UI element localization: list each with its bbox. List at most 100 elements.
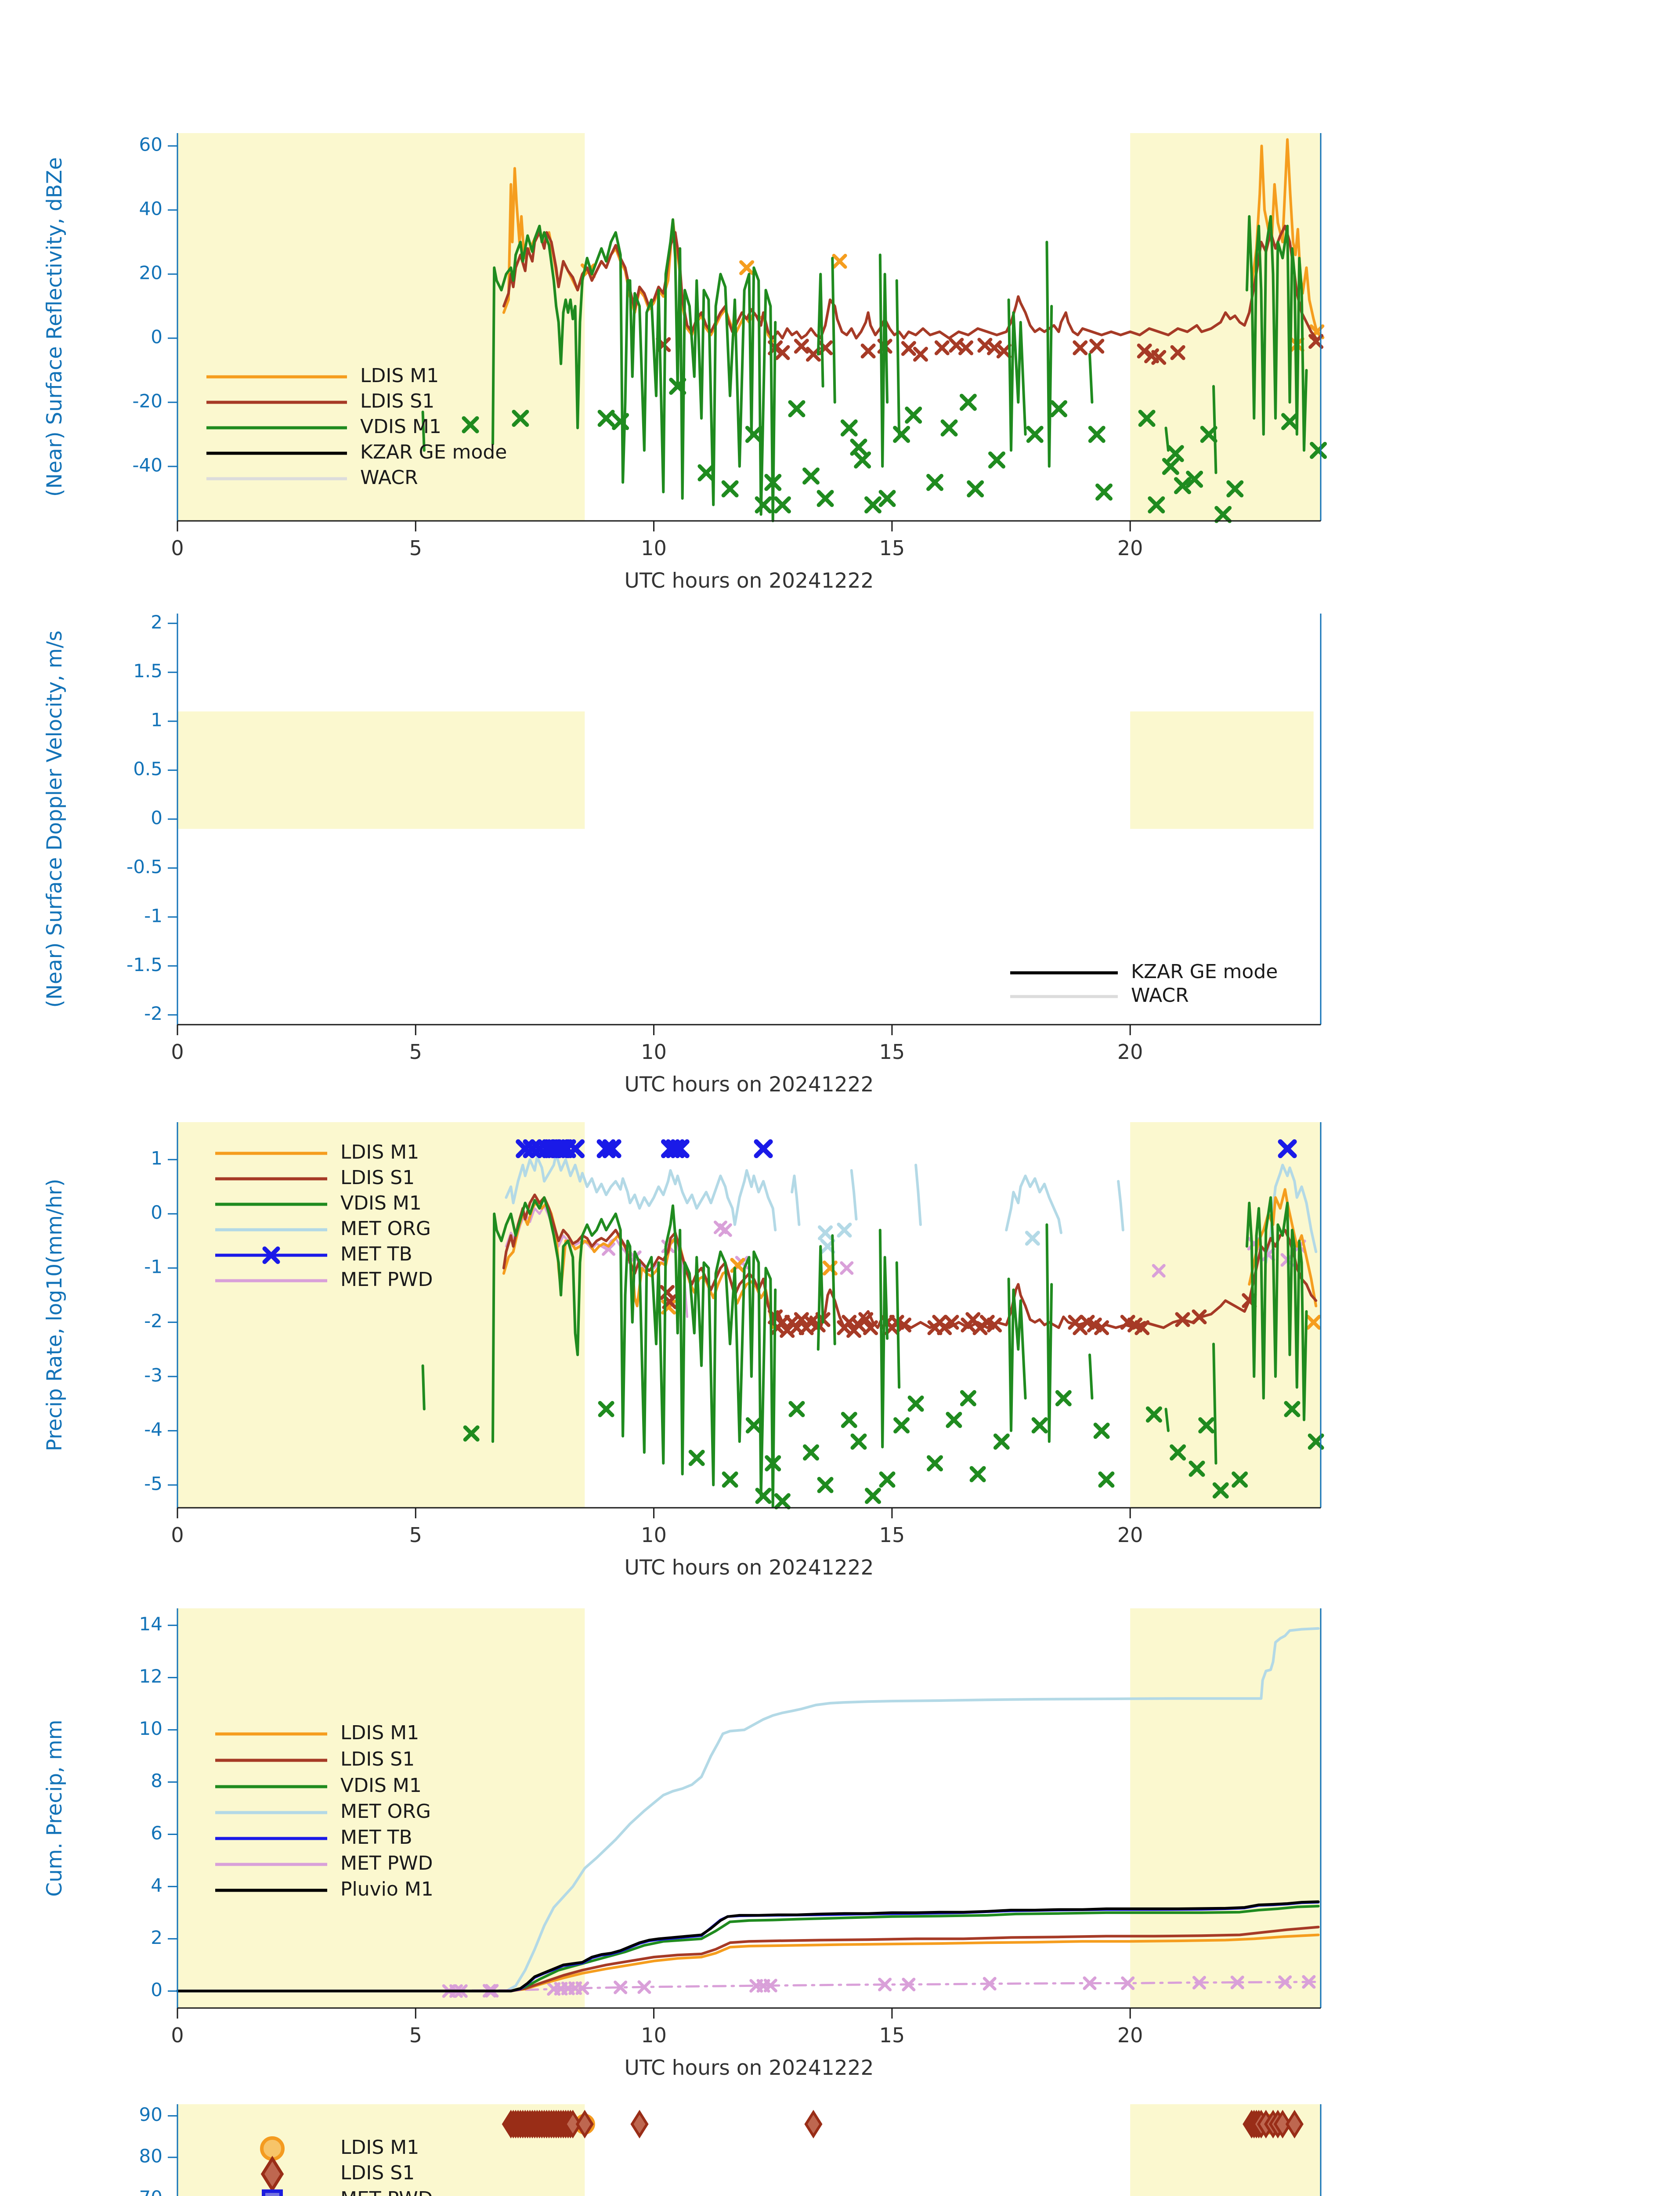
- y-tick-label: 12: [139, 1665, 163, 1687]
- y-tick-label: 0: [151, 1202, 163, 1223]
- x-marker: [940, 419, 958, 437]
- x-marker: [597, 409, 615, 427]
- x-marker: [1073, 340, 1088, 355]
- diamond-marker: [575, 2109, 594, 2139]
- x-marker: [1306, 1315, 1321, 1330]
- x-marker: [901, 341, 916, 356]
- y-tick-label: -20: [132, 390, 163, 412]
- x-marker: [854, 451, 871, 469]
- x-tick-label: 15: [879, 536, 905, 560]
- y-tick-label: -4: [144, 1419, 163, 1440]
- x-tick-label: 5: [409, 1040, 422, 1064]
- x-marker: [1094, 1320, 1109, 1336]
- x-marker: [1278, 1975, 1292, 1989]
- legend-label: Pluvio M1: [340, 1878, 434, 1900]
- diamond-marker: [1285, 2109, 1304, 2139]
- x-marker: [860, 343, 876, 359]
- x-marker: [802, 467, 820, 485]
- y-tick-label: 4: [151, 1875, 163, 1896]
- y-tick-label: 0.5: [133, 758, 163, 780]
- x-marker: [1055, 1390, 1072, 1407]
- y-tick-label: 8: [151, 1770, 163, 1791]
- y-tick-label: -0.5: [126, 856, 163, 878]
- x-marker: [1098, 1471, 1115, 1488]
- legend-label: MET PWD: [340, 1268, 433, 1291]
- x-marker: [817, 490, 834, 507]
- legend-label: VDIS M1: [360, 415, 441, 438]
- x-marker: [837, 1222, 852, 1238]
- x-marker: [996, 343, 1012, 359]
- y-tick-label: 20: [139, 262, 163, 284]
- x-tick-label: 0: [171, 2023, 184, 2047]
- x-marker: [913, 347, 928, 362]
- x-tick-label: 5: [409, 536, 422, 560]
- x-marker: [1232, 1471, 1248, 1488]
- x-tick-label: 10: [641, 1523, 667, 1547]
- x-tick-label: 15: [879, 1523, 905, 1547]
- legend-label: WACR: [1131, 984, 1189, 1007]
- highlight-band: [1130, 711, 1314, 829]
- x-tick-label: 15: [879, 1040, 905, 1064]
- diamond-marker: [804, 2109, 823, 2139]
- highlight-band: [177, 711, 585, 829]
- y-axis-label: Precip Rate, log10(mm/hr): [43, 1179, 67, 1452]
- x-marker: [993, 1433, 1010, 1450]
- x-marker: [788, 400, 806, 418]
- x-marker: [988, 451, 1005, 469]
- x-tick-label: 10: [641, 2023, 667, 2047]
- legend-label: MET ORG: [340, 1800, 431, 1823]
- x-marker: [775, 345, 790, 360]
- x-marker: [1310, 441, 1327, 459]
- x-marker: [764, 473, 782, 491]
- y-tick-label: 10: [139, 1718, 163, 1739]
- y-tick-label: 80: [139, 2145, 163, 2167]
- x-tick-label: 5: [409, 1523, 422, 1547]
- y-tick-label: 0: [151, 326, 163, 348]
- legend: LDIS M1 LDIS S1 VDIS M1 MET ORG MET TB MET PW…: [215, 1141, 433, 1291]
- x-marker: [575, 1981, 589, 1995]
- x-marker: [944, 1315, 959, 1330]
- x-marker: [905, 406, 922, 424]
- series-met-org: [505, 1152, 1318, 1264]
- y-tick-label: 90: [139, 2104, 163, 2125]
- legend-label: WACR: [360, 466, 418, 489]
- x-marker: [864, 1488, 881, 1504]
- x-marker: [1175, 1312, 1190, 1327]
- x-marker: [1212, 1482, 1229, 1499]
- x-marker: [1192, 1309, 1207, 1325]
- x-marker: [893, 426, 910, 443]
- x-marker: [983, 1977, 997, 1991]
- x-marker: [1167, 445, 1184, 462]
- x-marker: [1230, 1976, 1244, 1990]
- x-marker: [1148, 496, 1165, 514]
- x-axis-label: UTC hours on 20241222: [625, 2056, 874, 2080]
- x-marker: [840, 419, 858, 437]
- legend-label: MET TB: [340, 1826, 412, 1849]
- x-marker: [1170, 1444, 1186, 1461]
- x-marker: [850, 438, 867, 456]
- x-axis-label: UTC hours on 20241222: [625, 1073, 874, 1097]
- panel-doppler: 2 1.5 1 0.5 0 -0.5 -1 -1.5 -2 0 5 10 15 20 UTC hours o…: [43, 611, 1322, 1097]
- x-marker: [946, 1412, 962, 1428]
- x-marker: [1093, 1423, 1110, 1439]
- x-marker: [262, 1246, 280, 1264]
- x-marker: [818, 1225, 833, 1240]
- series-ldis-s1: [502, 224, 1324, 365]
- x-marker: [960, 1390, 976, 1407]
- legend-label: MET TB: [340, 1243, 412, 1265]
- x-marker: [1186, 470, 1203, 488]
- x-marker: [1088, 426, 1106, 443]
- y-tick-label: 70: [139, 2187, 163, 2196]
- panel-weather-codes: 010203040506070809005101520UTC hours on …: [139, 2104, 1322, 2196]
- x-marker: [670, 1139, 690, 1159]
- x-marker: [1281, 413, 1298, 430]
- legend-label: LDIS M1: [340, 1722, 419, 1744]
- x-marker: [614, 1980, 628, 1994]
- y-tick-label: -2: [144, 1003, 163, 1024]
- x-marker: [1302, 1975, 1316, 1989]
- x-marker: [893, 1417, 910, 1434]
- series-ldis-s1: [502, 1193, 1318, 1338]
- x-marker: [1214, 506, 1232, 523]
- y-tick-label: -1: [144, 905, 163, 926]
